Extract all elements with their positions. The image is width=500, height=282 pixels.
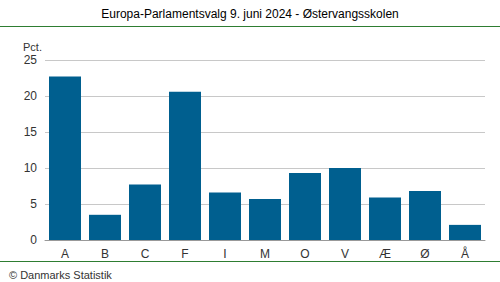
svg-text:20: 20 bbox=[24, 89, 38, 103]
svg-text:Ø: Ø bbox=[420, 247, 429, 261]
svg-text:25: 25 bbox=[24, 53, 38, 67]
svg-text:A: A bbox=[61, 247, 69, 261]
svg-text:5: 5 bbox=[30, 197, 37, 211]
svg-text:O: O bbox=[300, 247, 309, 261]
svg-text:Æ: Æ bbox=[379, 247, 391, 261]
svg-text:M: M bbox=[260, 247, 270, 261]
svg-text:15: 15 bbox=[24, 125, 38, 139]
svg-text:C: C bbox=[141, 247, 150, 261]
svg-text:B: B bbox=[101, 247, 109, 261]
svg-text:F: F bbox=[181, 247, 188, 261]
svg-text:© Danmarks Statistik: © Danmarks Statistik bbox=[9, 269, 112, 281]
svg-text:Å: Å bbox=[461, 246, 469, 261]
svg-text:V: V bbox=[341, 247, 349, 261]
svg-text:I: I bbox=[223, 247, 226, 261]
svg-text:Pct.: Pct. bbox=[23, 41, 42, 53]
svg-text:0: 0 bbox=[30, 233, 37, 247]
svg-text:10: 10 bbox=[24, 161, 38, 175]
svg-text:Europa-Parlamentsvalg 9. juni: Europa-Parlamentsvalg 9. juni 2024 - Øst… bbox=[101, 7, 399, 21]
